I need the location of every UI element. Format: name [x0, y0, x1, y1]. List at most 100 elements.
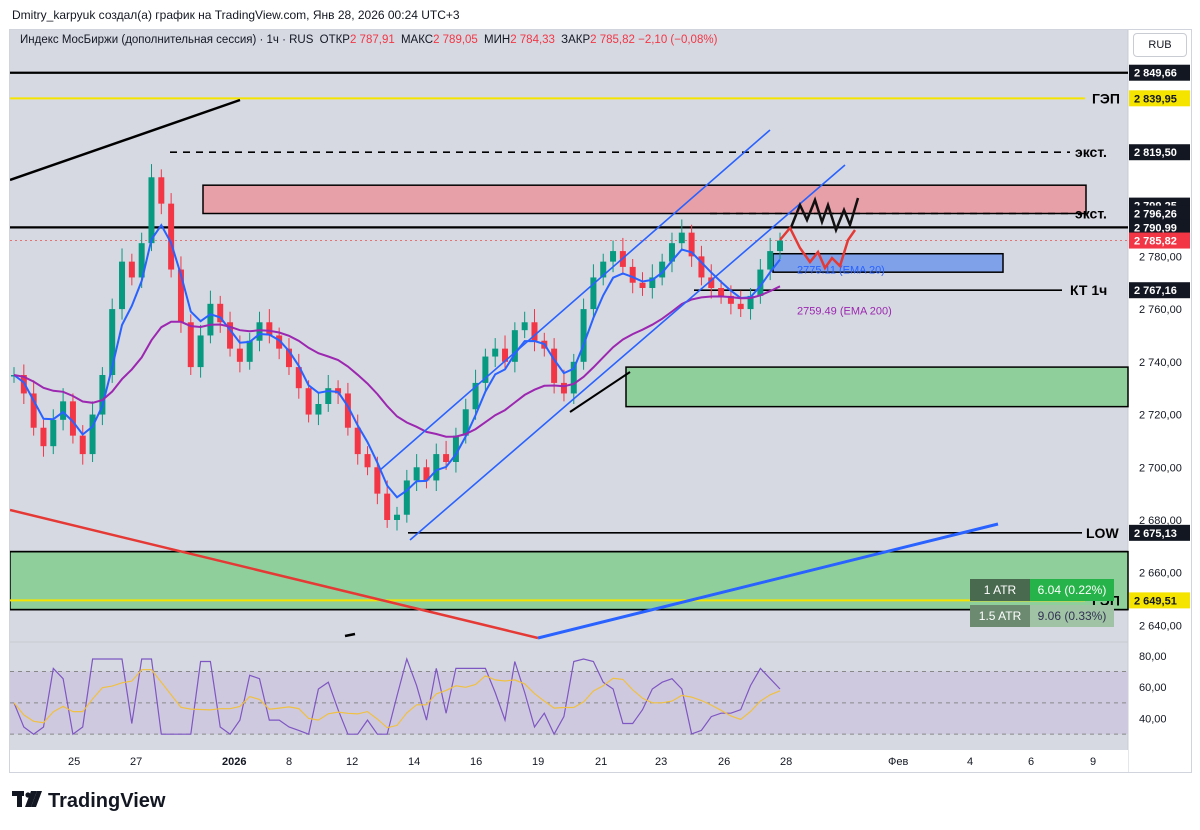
x-tick-label: 6: [1028, 756, 1034, 768]
level-text-kt: КТ 1ч: [1070, 282, 1107, 298]
x-tick-label: 4: [967, 756, 973, 768]
ema200-line: [13, 285, 781, 438]
open-label: ОТКР: [319, 34, 350, 46]
candle-body: [502, 348, 509, 362]
candle-body: [384, 493, 391, 520]
candle-body: [138, 243, 145, 278]
x-tick-label: 19: [532, 756, 544, 768]
candle-body: [374, 467, 381, 494]
candle-body: [708, 277, 715, 288]
candle-body: [482, 356, 489, 383]
candle-body: [335, 388, 342, 394]
x-tick-label: Фев: [888, 756, 908, 768]
candle-body: [158, 177, 165, 204]
candle-body: [109, 309, 116, 375]
brand-footer[interactable]: TradingView: [12, 790, 165, 813]
ema20-label: 2775.11 (EMA 20): [797, 264, 885, 276]
candle-body: [747, 295, 754, 310]
candle-body: [737, 303, 744, 310]
candle-body: [443, 454, 450, 462]
level-text-extreme: экст.: [1075, 144, 1107, 160]
candle-body: [227, 322, 234, 349]
ema20-line: [13, 223, 781, 499]
candle-body: [698, 256, 705, 278]
x-tick-label: 2026: [222, 756, 246, 768]
candle-body: [492, 348, 499, 357]
candle-body: [767, 251, 774, 270]
currency-button[interactable]: RUB: [1133, 33, 1187, 57]
projection-path: [788, 196, 860, 234]
level-text-extreme: экст.: [1075, 205, 1107, 221]
price-label: 2 849,66: [1134, 68, 1177, 80]
candle-body: [727, 295, 734, 304]
candle-body: [276, 335, 283, 349]
candle-body: [757, 269, 764, 296]
candle-body: [580, 309, 587, 362]
candle-body: [99, 375, 106, 415]
candle-body: [433, 454, 440, 481]
candle-body: [30, 393, 37, 428]
last-price-bg: [1129, 232, 1190, 249]
y-tick-label: 2 720,00: [1139, 410, 1182, 422]
candle-body: [560, 382, 567, 394]
candle-body: [305, 388, 312, 415]
candle-body: [649, 277, 656, 288]
level-text-low: LOW: [1086, 525, 1119, 541]
low-label: МИН: [484, 34, 511, 46]
instrument-name: Индекс МосБиржи (дополнительная сессия) …: [20, 34, 314, 46]
atr-label: 1.5 ATR: [970, 605, 1030, 627]
x-tick-label: 23: [655, 756, 667, 768]
y-tick-label: 2 640,00: [1139, 620, 1182, 632]
trend-line: [569, 371, 631, 413]
low-value: 2 784,33: [510, 34, 555, 46]
y-tick-label: 2 700,00: [1139, 462, 1182, 474]
price-label-bg: [1129, 144, 1190, 161]
trend-line: [537, 522, 999, 640]
candle-body: [246, 340, 253, 362]
candle-body: [128, 261, 135, 278]
x-tick-label: 14: [408, 756, 420, 768]
atr-row-2: 1.5 ATR 9.06 (0.33%): [970, 605, 1114, 627]
channel-line-upper: [379, 129, 771, 471]
ema200-label: 2759.49 (EMA 200): [797, 305, 892, 317]
price-label-bg: [1129, 205, 1190, 222]
candle-body: [60, 401, 67, 420]
ohlc-legend: Индекс МосБиржи (дополнительная сессия) …: [20, 34, 717, 46]
candle-body: [777, 240, 783, 252]
chart-attribution: Dmitry_karpyuk создал(а) график на Tradi…: [12, 8, 460, 22]
candle-body: [462, 409, 469, 436]
candle-body: [79, 435, 86, 455]
candle-body: [50, 419, 57, 447]
candle-body: [718, 288, 725, 296]
candle-body: [639, 282, 646, 288]
price-label-bg: [1129, 64, 1190, 81]
high-value: 2 789,05: [433, 34, 478, 46]
price-label: 2 819,50: [1134, 147, 1177, 159]
x-tick-label: 25: [68, 756, 80, 768]
rsi-line: [13, 657, 781, 736]
x-tick-label: 12: [346, 756, 358, 768]
candle-body: [610, 251, 617, 262]
candle-body: [119, 261, 126, 310]
candle-body: [315, 404, 322, 415]
y-tick-label: 2 760,00: [1139, 304, 1182, 316]
x-tick-label: 9: [1090, 756, 1096, 768]
x-tick-label: 28: [780, 756, 792, 768]
candle-body: [236, 348, 243, 362]
candle-body: [217, 303, 224, 323]
candle-body: [413, 467, 420, 481]
candle-body: [531, 322, 538, 341]
close-label: ЗАКР: [561, 34, 591, 46]
candle-body: [187, 322, 194, 368]
rsi-ma-line: [13, 669, 781, 729]
rsi-tick-label: 80,00: [1139, 651, 1167, 663]
rsi-tick-label: 60,00: [1139, 682, 1167, 694]
rsi-tick-label: 40,00: [1139, 714, 1167, 726]
candle-body: [570, 361, 577, 394]
candle-body: [511, 330, 518, 362]
candle-body: [168, 203, 175, 270]
brand-name: TradingView: [48, 790, 166, 812]
price-label-bg: [1129, 524, 1190, 541]
